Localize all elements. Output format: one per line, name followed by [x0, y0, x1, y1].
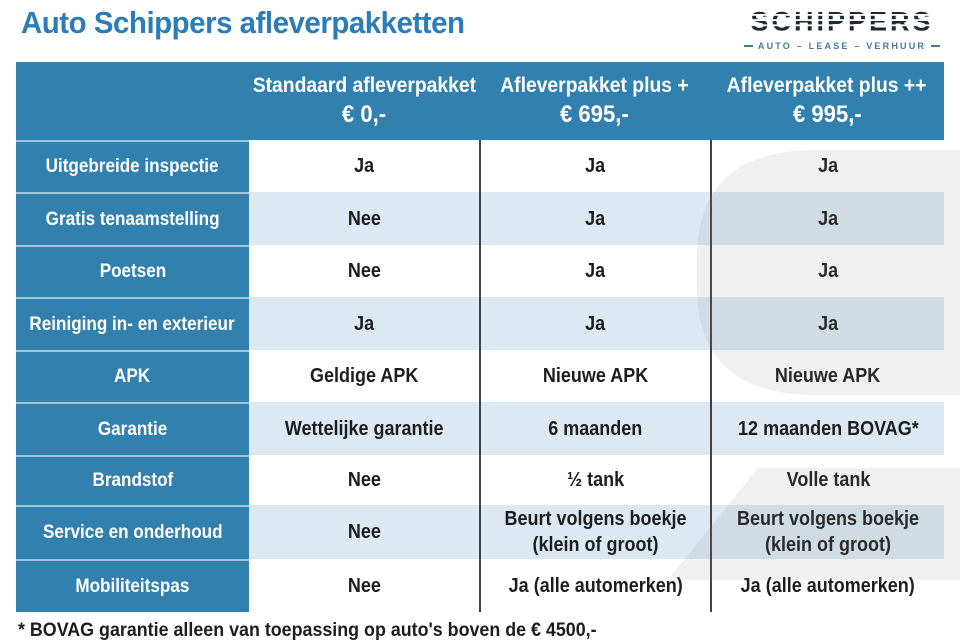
- table-cell: Ja: [710, 192, 944, 245]
- table-cell: Nieuwe APK: [479, 350, 710, 402]
- table-cell: Nee: [249, 245, 479, 297]
- cell-value: Nieuwe APK: [775, 365, 881, 387]
- table-cell: 12 maanden BOVAG*: [710, 402, 944, 455]
- cell-value: Nieuwe APK: [542, 365, 649, 387]
- table-cell: Beurt volgens boekje (klein of groot): [479, 505, 710, 559]
- cell-value: Ja: [585, 207, 606, 230]
- footnote: * BOVAG garantie alleen van toepassing o…: [18, 620, 597, 641]
- tagline-rule-right-icon: [931, 45, 941, 47]
- package-price: € 0,-: [341, 100, 387, 128]
- brand-name-text: SCHIPPERS: [750, 7, 933, 36]
- table-cell: Nee: [249, 559, 479, 612]
- cell-value: Ja: [817, 155, 839, 177]
- table-cell: Ja: [479, 192, 710, 245]
- table-cell: Geldige APK: [249, 350, 479, 402]
- row-label-text: APK: [114, 366, 151, 387]
- table-cell: Nieuwe APK: [710, 350, 944, 402]
- package-name: Afleverpakket plus ++: [727, 73, 927, 97]
- table-cell: Ja: [710, 245, 944, 297]
- cell-value: Ja: [585, 260, 606, 282]
- cell-value: Geldige APK: [309, 365, 419, 387]
- table-corner-cell: [16, 62, 249, 140]
- table-cell: Nee: [249, 455, 479, 505]
- row-label-garantie: Garantie: [16, 402, 249, 455]
- row-label-text: Poetsen: [99, 261, 166, 282]
- row-label-text: Brandstof: [92, 470, 173, 491]
- page-title: Auto Schippers afleverpakketten: [21, 5, 465, 40]
- cell-value: Ja: [817, 260, 839, 282]
- row-label-text: Garantie: [97, 418, 168, 440]
- packages-comparison-table: Standaard afleverpakket € 0,- Afleverpak…: [16, 62, 944, 612]
- column-header-plus: Afleverpakket plus + € 695,-: [479, 62, 710, 140]
- table-cell: Nee: [249, 192, 479, 245]
- row-label-text: Mobiliteitspas: [75, 575, 190, 597]
- cell-value: ½ tank: [566, 469, 625, 491]
- table-cell: ½ tank: [479, 455, 710, 505]
- brand-tagline-row: AUTO – LEASE – VERHUUR: [744, 41, 941, 51]
- cell-value: Nee: [347, 574, 381, 597]
- cell-value: Volle tank: [786, 469, 870, 491]
- table-cell: Beurt volgens boekje (klein of groot): [710, 505, 944, 559]
- table-cell: Ja: [249, 297, 479, 350]
- row-label-gratis-tenaamstelling: Gratis tenaamstelling: [16, 192, 249, 245]
- table-cell: Ja (alle automerken): [710, 559, 944, 612]
- cell-value: Nee: [347, 207, 381, 230]
- row-label-poetsen: Poetsen: [16, 245, 249, 297]
- row-label-text: Reiniging in- en exterieur: [29, 313, 236, 335]
- table-cell: Nee: [249, 505, 479, 559]
- cell-value: Ja: [817, 207, 839, 230]
- cell-value: Beurt volgens boekje (klein of groot): [736, 508, 920, 556]
- cell-value: Nee: [347, 469, 381, 491]
- table-cell: Ja: [479, 297, 710, 350]
- cell-value: Ja: [353, 155, 375, 177]
- table-cell: 6 maanden: [479, 402, 710, 455]
- cell-value: Beurt volgens boekje (klein of groot): [504, 508, 687, 556]
- row-label-brandstof: Brandstof: [16, 455, 249, 505]
- row-label-reiniging: Reiniging in- en exterieur: [16, 297, 249, 350]
- table-cell: Wettelijke garantie: [249, 402, 479, 455]
- cell-value: Ja: [585, 155, 606, 177]
- cell-value: Ja: [353, 312, 375, 335]
- row-label-text: Uitgebreide inspectie: [46, 156, 219, 177]
- row-label-apk: APK: [16, 350, 249, 402]
- cell-value: Nee: [347, 260, 381, 282]
- brand-wordmark: SCHIPPERS: [750, 7, 933, 37]
- row-label-uitgebreide-inspectie: Uitgebreide inspectie: [16, 140, 249, 192]
- package-name: Afleverpakket plus +: [500, 73, 689, 97]
- table-cell: Ja: [479, 140, 710, 192]
- brand-logo: SCHIPPERS AUTO – LEASE – VERHUUR: [744, 5, 941, 51]
- brand-tagline: AUTO – LEASE – VERHUUR: [757, 41, 927, 51]
- cell-value: 6 maanden: [548, 417, 643, 440]
- cell-value: Wettelijke garantie: [284, 417, 444, 440]
- package-price: € 995,-: [792, 100, 862, 128]
- table-cell: Ja (alle automerken): [479, 559, 710, 612]
- cell-value: 12 maanden BOVAG*: [737, 417, 919, 440]
- row-label-mobiliteitspas: Mobiliteitspas: [16, 559, 249, 612]
- tagline-rule-left-icon: [744, 45, 753, 47]
- table-cell: Ja: [479, 245, 710, 297]
- package-name: Standaard afleverpakket: [252, 73, 476, 97]
- row-label-service-onderhoud: Service en onderhoud: [16, 505, 249, 559]
- cell-value: Ja (alle automerken): [508, 574, 683, 597]
- column-header-standaard: Standaard afleverpakket € 0,-: [249, 62, 479, 140]
- cell-value: Nee: [347, 521, 381, 543]
- row-label-text: Gratis tenaamstelling: [45, 208, 220, 230]
- cell-value: Ja: [817, 312, 839, 335]
- column-header-plusplus: Afleverpakket plus ++ € 995,-: [710, 62, 944, 140]
- table-cell: Ja: [249, 140, 479, 192]
- table-cell: Ja: [710, 297, 944, 350]
- cell-value: Ja (alle automerken): [740, 574, 916, 597]
- package-price: € 695,-: [560, 100, 629, 128]
- cell-value: Ja: [585, 312, 606, 335]
- row-label-text: Service en onderhoud: [42, 522, 223, 543]
- table-cell: Volle tank: [710, 455, 944, 505]
- table-cell: Ja: [710, 140, 944, 192]
